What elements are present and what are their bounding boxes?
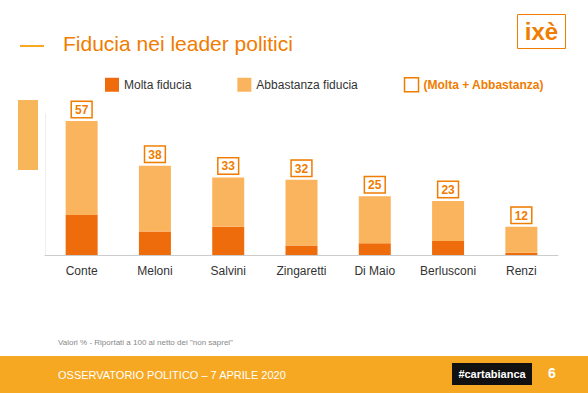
svg-text:Zingaretti: Zingaretti: [276, 264, 326, 278]
svg-text:6: 6: [548, 365, 556, 381]
svg-text:Renzi: Renzi: [506, 264, 537, 278]
svg-text:23: 23: [441, 183, 455, 197]
svg-text:Molta fiducia: Molta fiducia: [124, 78, 192, 92]
svg-text:#cartabianca: #cartabianca: [458, 368, 526, 380]
svg-text:Abbastanza fiducia: Abbastanza fiducia: [256, 78, 358, 92]
svg-text:Fiducia nei leader politici: Fiducia nei leader politici: [63, 32, 293, 55]
svg-text:25: 25: [368, 178, 382, 192]
svg-text:12: 12: [515, 209, 529, 223]
svg-text:32: 32: [295, 162, 309, 176]
svg-text:57: 57: [75, 103, 89, 117]
svg-text:Conte: Conte: [66, 264, 98, 278]
svg-text:Di Maio: Di Maio: [354, 264, 395, 278]
svg-text:ixè: ixè: [525, 18, 558, 45]
svg-text:(Molta + Abbastanza): (Molta + Abbastanza): [424, 78, 544, 92]
svg-text:Valori % - Riportati a 100 al: Valori % - Riportati a 100 al netto dei …: [58, 338, 233, 347]
svg-text:Meloni: Meloni: [137, 264, 172, 278]
svg-text:OSSERVATORIO POLITICO – 7 APRI: OSSERVATORIO POLITICO – 7 APRILE 2020: [58, 369, 286, 381]
svg-text:Berlusconi: Berlusconi: [420, 264, 476, 278]
svg-text:Salvini: Salvini: [211, 264, 246, 278]
svg-text:38: 38: [148, 148, 162, 162]
svg-text:33: 33: [222, 159, 236, 173]
